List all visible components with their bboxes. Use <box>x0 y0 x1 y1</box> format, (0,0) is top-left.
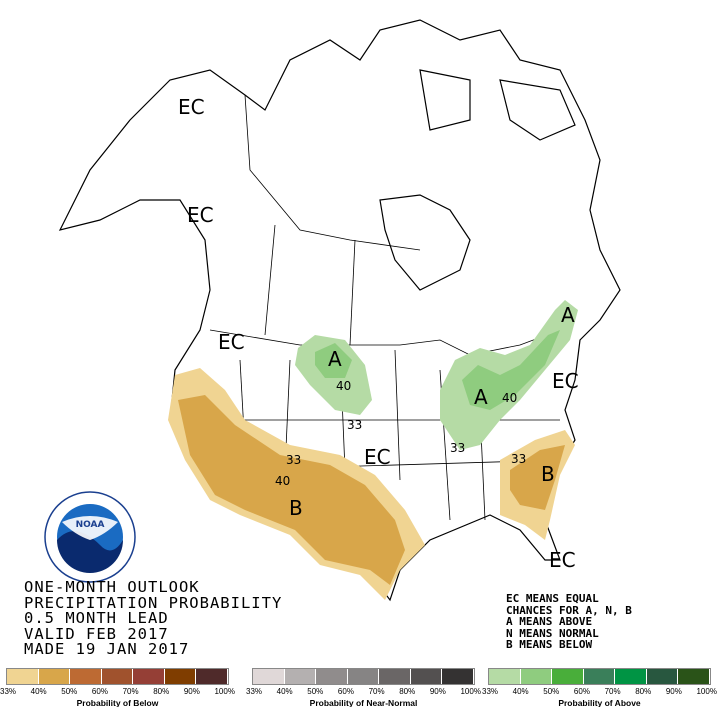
legend-swatch <box>70 669 102 684</box>
legend-swatch <box>133 669 165 684</box>
legend-tick: 40% <box>512 687 529 696</box>
map-key: EC MEANS EQUAL CHANCES FOR A, N, B A MEA… <box>506 593 632 651</box>
contour-label: 33 <box>511 452 526 466</box>
legend-caption: Probability of Above <box>558 698 641 707</box>
legend-tick: 33% <box>246 687 263 696</box>
legend-color-bar <box>6 668 229 685</box>
legend-swatch <box>615 669 647 684</box>
title-line: VALID FEB 2017 <box>24 624 169 643</box>
key-line: A MEANS ABOVE <box>506 615 593 628</box>
legend-tick: 60% <box>337 687 354 696</box>
legend-tick: 70% <box>122 687 139 696</box>
below-label: B <box>541 462 555 486</box>
ec-label: EC <box>187 203 214 227</box>
legend-swatch <box>38 669 71 684</box>
legend-tick: 80% <box>153 687 170 696</box>
legend-tick: 33% <box>482 687 499 696</box>
legend-ticks: 33% 40% 50% 60% 70% 80% 90% 100% <box>0 687 235 696</box>
legend-swatch <box>101 669 134 684</box>
legend-color-bar <box>488 668 711 685</box>
legend-tick: 33% <box>0 687 17 696</box>
ec-label: EC <box>552 369 579 393</box>
legend-swatch <box>347 669 380 684</box>
legend-swatch <box>316 669 348 684</box>
legend-tick: 50% <box>61 687 78 696</box>
legend-tick: 50% <box>543 687 560 696</box>
legend-tick: 70% <box>368 687 385 696</box>
above-40-plains <box>315 343 352 378</box>
legend-near-normal: 33% 40% 50% 60% 70% 80% 90% 100% Probability of … <box>246 668 481 707</box>
key-line: B MEANS BELOW <box>506 638 593 651</box>
legend-tick: 40% <box>30 687 47 696</box>
legend-swatch <box>253 669 285 684</box>
legend-swatch <box>410 669 443 684</box>
legend-tick: 90% <box>665 687 682 696</box>
key-line: EC MEANS EQUAL <box>506 592 599 605</box>
legend-ticks: 33% 40% 50% 60% 70% 80% 90% 100% <box>246 687 481 696</box>
contour-label: 33 <box>286 453 301 467</box>
legend-swatch <box>678 669 711 684</box>
legend-swatch <box>164 669 197 684</box>
legend-swatch <box>552 669 584 684</box>
legend-caption: Probability of Near-Normal <box>309 698 418 707</box>
legend-caption: Probability of Below <box>76 698 159 707</box>
legend-swatch <box>196 669 229 684</box>
legend-color-bar <box>252 668 475 685</box>
legend-tick: 80% <box>635 687 652 696</box>
above-label: A <box>328 347 342 371</box>
legend-tick: 100% <box>214 687 235 696</box>
legend-swatch <box>7 669 39 684</box>
legend-tick: 100% <box>696 687 717 696</box>
legend-tick: 90% <box>429 687 446 696</box>
legend-swatch <box>442 669 475 684</box>
ec-label: EC <box>178 95 205 119</box>
legend-swatch <box>583 669 616 684</box>
contour-label: 40 <box>502 391 517 405</box>
key-line: N MEANS NORMAL <box>506 626 599 640</box>
legend-swatch <box>646 669 679 684</box>
map-text: EC EC EC EC EC EC A A A B B 40 33 33 40 … <box>178 95 579 572</box>
logo-text: NOAA <box>76 520 105 530</box>
above-label: A <box>474 385 488 409</box>
above-label: A <box>561 303 575 327</box>
legend-tick: 80% <box>399 687 416 696</box>
legend-below: 33% 40% 50% 60% 70% 80% 90% 100% Probability of … <box>0 668 235 707</box>
key-line: CHANCES FOR A, N, B <box>506 603 632 617</box>
legend-ticks: 33% 40% 50% 60% 70% 80% 90% 100% <box>482 687 717 696</box>
legend-tick: 90% <box>183 687 200 696</box>
title-line: ONE-MONTH OUTLOOK <box>24 578 200 596</box>
ec-label: EC <box>218 330 245 354</box>
legend-swatch <box>284 669 317 684</box>
ec-label: EC <box>364 445 391 469</box>
above-40-east <box>462 330 560 410</box>
contour-label: 33 <box>450 441 465 455</box>
below-label: B <box>289 496 303 520</box>
legend-tick: 100% <box>460 687 481 696</box>
noaa-logo: NOAA <box>44 491 136 583</box>
title-line: MADE 19 JAN 2017 <box>24 640 190 658</box>
legend-swatch <box>489 669 521 684</box>
title-line: 0.5 MONTH LEAD <box>24 609 169 627</box>
contour-label: 40 <box>275 474 290 488</box>
ec-label: EC <box>549 548 576 572</box>
legend-swatch <box>379 669 411 684</box>
below-40-region <box>178 395 405 585</box>
legend-above: 33% 40% 50% 60% 70% 80% 90% 100% Probability of … <box>482 668 717 707</box>
legend-tick: 40% <box>276 687 293 696</box>
contour-label: 40 <box>336 379 351 393</box>
title-line: PRECIPITATION PROBABILITY <box>24 593 283 612</box>
outlook-title-block: ONE-MONTH OUTLOOK PRECIPITATION PROBABIL… <box>24 578 283 658</box>
legend-tick: 50% <box>307 687 324 696</box>
legend-swatch <box>520 669 553 684</box>
contour-label: 33 <box>347 418 362 432</box>
legend-tick: 60% <box>91 687 108 696</box>
legend-tick: 60% <box>573 687 590 696</box>
legend-tick: 70% <box>604 687 621 696</box>
below-40-southeast <box>510 445 565 510</box>
